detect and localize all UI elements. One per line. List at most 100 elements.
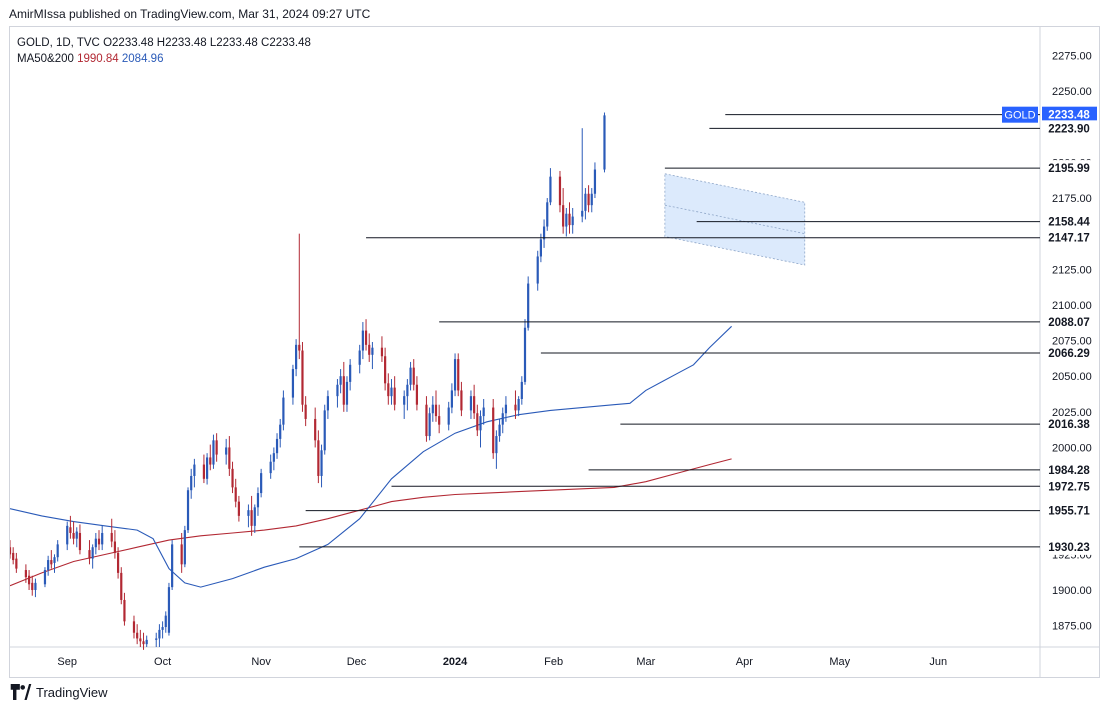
- price-level-label-bg: [1042, 160, 1097, 177]
- legend-ma200-value: 1990.84: [77, 53, 119, 65]
- candle-body: [361, 330, 364, 351]
- candle-body: [53, 557, 56, 563]
- legend-symbol-row: GOLD, 1D, TVC O2233.48 H2233.48 L2233.48…: [17, 35, 311, 51]
- x-tick-label: Sep: [57, 656, 77, 668]
- candle-body: [517, 399, 520, 411]
- price-level-label-bg: [1042, 344, 1097, 361]
- candle-body: [43, 570, 47, 585]
- candle-body: [88, 550, 91, 559]
- candle-body: [50, 560, 53, 565]
- candle-body: [520, 381, 523, 399]
- price-level-label: 2147.17: [1048, 233, 1090, 245]
- y-tick-label: 2100.00: [1052, 300, 1092, 312]
- candle-body: [603, 115, 606, 170]
- price-level-label: 2158.44: [1048, 217, 1090, 229]
- candle-body: [492, 407, 495, 454]
- candle-body: [256, 493, 260, 508]
- candle-body: [47, 560, 50, 571]
- price-level-label-bg: [1042, 106, 1097, 123]
- candle-body: [24, 570, 27, 578]
- candle-body: [228, 447, 231, 469]
- candle-body: [298, 344, 301, 351]
- price-level-label-bg: [1042, 213, 1097, 230]
- candle-body: [205, 457, 209, 479]
- candle-body: [291, 369, 295, 398]
- y-tick-label: 2125.00: [1052, 264, 1092, 276]
- candle-body: [132, 621, 136, 633]
- candle-body: [447, 407, 450, 425]
- candle-body: [546, 202, 549, 227]
- candle-body: [225, 447, 228, 455]
- candle-body: [155, 638, 158, 640]
- candle-body: [209, 457, 212, 465]
- candle-body: [469, 396, 473, 411]
- candle-body: [212, 440, 215, 465]
- y-tick-label: 2000.00: [1052, 442, 1092, 454]
- x-tick-label: 2024: [443, 656, 468, 668]
- price-level-label-bg: [1042, 313, 1097, 330]
- candle-body: [527, 283, 530, 328]
- candle-body: [549, 176, 552, 203]
- candle-body: [304, 404, 307, 419]
- y-tick-label: 2050.00: [1052, 371, 1092, 383]
- candle-body: [473, 396, 476, 414]
- chart-frame[interactable]: 1875.00 1900.00 1925.00 2000.00 2025.00 2050.…: [9, 26, 1100, 678]
- candle-body: [161, 627, 164, 630]
- candle-body: [247, 510, 250, 516]
- candle-body: [358, 350, 361, 365]
- candle-body: [279, 424, 282, 439]
- candle-body: [425, 404, 428, 437]
- candle-body: [101, 532, 104, 545]
- footer-brand[interactable]: TradingView: [10, 684, 108, 700]
- candle-body: [171, 544, 174, 588]
- candle-body: [10, 547, 12, 555]
- candle-body: [301, 350, 304, 405]
- candle-body: [75, 531, 78, 539]
- candle-body: [342, 376, 345, 405]
- candle-body: [504, 404, 508, 414]
- candle-body: [110, 532, 113, 542]
- candle-body: [120, 572, 123, 600]
- candle-body: [253, 507, 256, 526]
- x-tick-label: Oct: [154, 656, 171, 668]
- candle-body: [590, 193, 593, 206]
- y-tick-label: 2025.00: [1052, 407, 1092, 419]
- price-level-label: 2088.07: [1048, 317, 1090, 329]
- legend-ma-row: MA50&200 1990.84 2084.96: [17, 51, 311, 67]
- candle-body: [295, 344, 298, 370]
- candle-body: [371, 347, 374, 355]
- candle-body: [412, 367, 415, 385]
- candle-body: [431, 404, 434, 414]
- legend-ma-label: MA50&200: [17, 53, 74, 65]
- candle-body: [479, 416, 482, 431]
- footer-brand-label: TradingView: [36, 684, 108, 700]
- candle-body: [202, 464, 206, 479]
- candle-body: [380, 347, 384, 357]
- candle-body: [501, 413, 504, 425]
- price-level-label-bg: [1042, 416, 1097, 433]
- candle-body: [457, 359, 460, 391]
- candle-body: [438, 416, 441, 425]
- y-tick-label: 1875.00: [1052, 621, 1092, 633]
- candle-body: [31, 582, 34, 590]
- candle-body: [15, 558, 18, 569]
- candle-body: [78, 532, 82, 551]
- candle-body: [167, 587, 171, 633]
- legend-ma50-value: 2084.96: [121, 53, 164, 65]
- candle-body: [406, 384, 409, 397]
- price-chart[interactable]: 1875.001900.001925.002000.002025.002050.…: [10, 27, 1099, 677]
- candle-body: [565, 213, 568, 227]
- price-level-label: 2223.90: [1048, 123, 1090, 135]
- candle-body: [393, 387, 396, 405]
- candle-body: [558, 176, 562, 206]
- candle-body: [231, 468, 234, 488]
- candle-body: [269, 461, 272, 474]
- price-level-label-bg: [1042, 538, 1097, 555]
- candle-body: [523, 327, 527, 382]
- candle-body: [190, 475, 193, 491]
- legend-symbol: GOLD, 1D, TVC: [17, 37, 100, 49]
- candle-body: [142, 641, 145, 645]
- candle-body: [237, 501, 240, 516]
- candle-body: [91, 547, 94, 559]
- candle-body: [482, 407, 485, 417]
